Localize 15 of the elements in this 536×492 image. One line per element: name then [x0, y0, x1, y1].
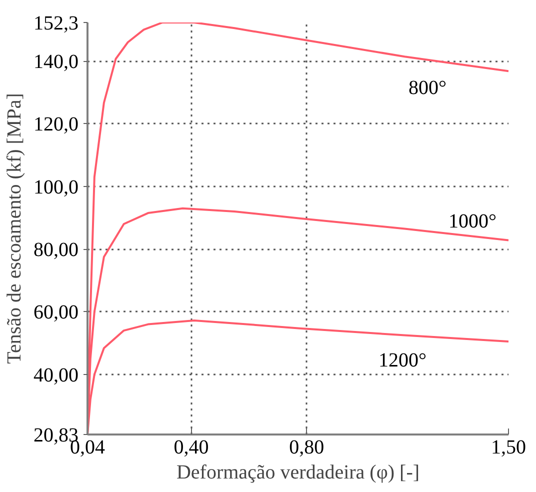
- series-label: 800°: [408, 77, 446, 100]
- series-label: 1000°: [448, 210, 496, 232]
- y-axis-title: Tensão de escoamento (kf) [MPa]: [4, 93, 26, 364]
- y-tick-label: 80,00: [34, 239, 78, 262]
- x-tick-label: 0,40: [174, 436, 209, 458]
- series-label: 1200°: [378, 350, 426, 372]
- y-tick-label: 120,0: [34, 114, 78, 136]
- y-tick-label: 100,0: [34, 176, 78, 198]
- x-axis-title: Deformação verdadeira (φ) [-]: [176, 462, 420, 484]
- y-tick-label: 40,00: [34, 364, 78, 386]
- x-tick-label: 0,80: [289, 436, 324, 458]
- y-tick-label: 140,0: [34, 51, 78, 74]
- x-tick-label: 1,50: [491, 436, 526, 458]
- y-tick-label: 60,00: [34, 302, 78, 324]
- y-tick-label: 152,3: [34, 12, 78, 34]
